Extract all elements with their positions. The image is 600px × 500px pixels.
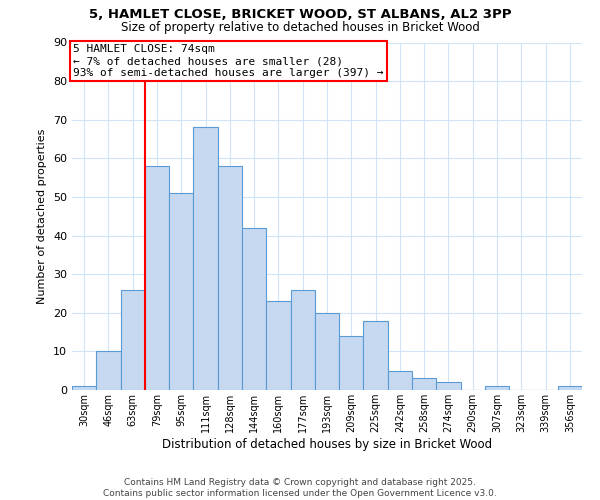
Y-axis label: Number of detached properties: Number of detached properties bbox=[37, 128, 47, 304]
Bar bbox=[558, 386, 582, 390]
Bar bbox=[388, 370, 412, 390]
Text: 5 HAMLET CLOSE: 74sqm
← 7% of detached houses are smaller (28)
93% of semi-detac: 5 HAMLET CLOSE: 74sqm ← 7% of detached h… bbox=[73, 44, 384, 78]
X-axis label: Distribution of detached houses by size in Bricket Wood: Distribution of detached houses by size … bbox=[162, 438, 492, 451]
Bar bbox=[339, 336, 364, 390]
Bar bbox=[72, 386, 96, 390]
Bar bbox=[169, 193, 193, 390]
Bar bbox=[193, 128, 218, 390]
Text: Contains HM Land Registry data © Crown copyright and database right 2025.
Contai: Contains HM Land Registry data © Crown c… bbox=[103, 478, 497, 498]
Bar bbox=[242, 228, 266, 390]
Bar bbox=[485, 386, 509, 390]
Bar bbox=[364, 320, 388, 390]
Bar bbox=[218, 166, 242, 390]
Bar bbox=[290, 290, 315, 390]
Bar bbox=[412, 378, 436, 390]
Text: Size of property relative to detached houses in Bricket Wood: Size of property relative to detached ho… bbox=[121, 21, 479, 34]
Bar bbox=[96, 352, 121, 390]
Bar bbox=[315, 313, 339, 390]
Bar bbox=[121, 290, 145, 390]
Bar bbox=[436, 382, 461, 390]
Bar bbox=[266, 301, 290, 390]
Bar bbox=[145, 166, 169, 390]
Text: 5, HAMLET CLOSE, BRICKET WOOD, ST ALBANS, AL2 3PP: 5, HAMLET CLOSE, BRICKET WOOD, ST ALBANS… bbox=[89, 8, 511, 20]
